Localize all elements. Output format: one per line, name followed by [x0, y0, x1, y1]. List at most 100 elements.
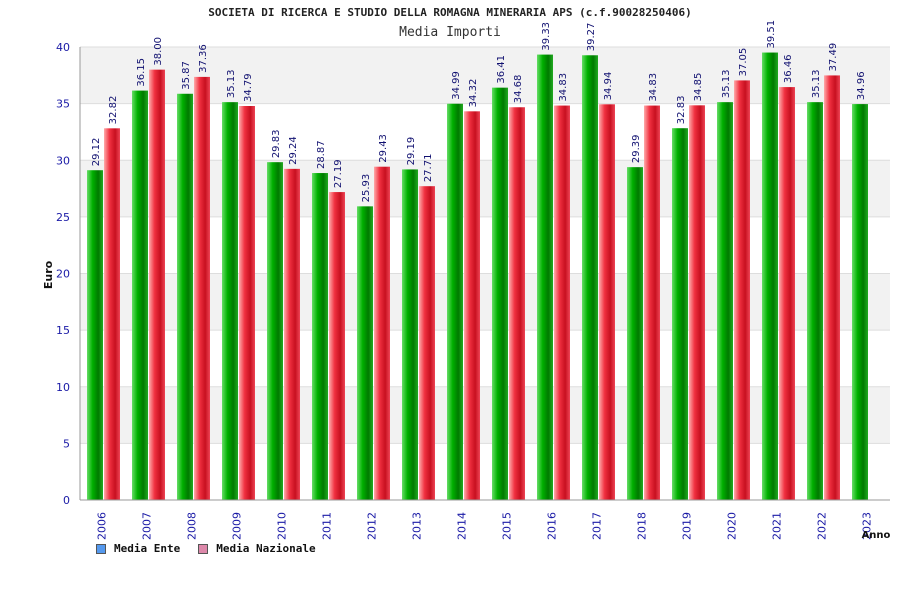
data-label: 29.39	[631, 135, 642, 164]
bar-media-nazionale	[779, 87, 795, 500]
x-tick-label: 2018	[636, 512, 649, 540]
y-tick-label: 20	[56, 268, 70, 281]
x-tick-label: 2019	[681, 512, 694, 540]
data-label: 34.68	[513, 75, 524, 104]
data-label: 29.83	[271, 130, 282, 159]
bar-media-nazionale	[239, 106, 255, 501]
x-tick-label: 2016	[546, 512, 559, 540]
data-label: 34.99	[451, 71, 462, 100]
bar-media-nazionale	[554, 105, 570, 501]
bar-media-ente	[222, 102, 238, 501]
bar-media-nazionale	[644, 105, 660, 501]
bar-media-nazionale	[734, 80, 750, 500]
x-tick-label: 2013	[411, 512, 424, 540]
legend-swatch-media-nazionale	[198, 543, 209, 554]
legend-swatch-media-ente	[96, 543, 106, 554]
data-label: 35.13	[721, 70, 732, 99]
data-label: 29.43	[378, 134, 389, 163]
data-label: 32.83	[676, 96, 687, 125]
bar-media-ente	[537, 54, 553, 501]
x-tick-label: 2015	[501, 512, 514, 540]
bar-media-ente	[492, 87, 508, 501]
bar-media-nazionale	[464, 111, 480, 501]
data-label: 39.51	[766, 20, 777, 49]
data-label: 34.79	[243, 73, 254, 102]
x-tick-label: 2011	[321, 512, 334, 540]
bar-media-nazionale	[284, 168, 300, 500]
data-label: 35.13	[226, 70, 237, 99]
grid-band	[80, 160, 890, 217]
legend-label-media-ente: Media Ente	[114, 542, 181, 555]
bar-media-ente	[717, 102, 733, 501]
x-tick-label: 2023	[861, 512, 874, 540]
data-label: 35.87	[181, 61, 192, 90]
bar-media-ente	[762, 52, 778, 500]
y-tick-label: 10	[56, 381, 70, 394]
x-tick-label: 2014	[456, 512, 469, 540]
x-tick-label: 2009	[231, 512, 244, 540]
data-label: 27.71	[423, 154, 434, 183]
x-tick-label: 2006	[96, 512, 109, 540]
data-label: 29.24	[288, 136, 299, 165]
data-label: 37.05	[738, 48, 749, 77]
data-label: 37.36	[198, 44, 209, 73]
y-tick-label: 5	[63, 437, 70, 450]
data-label: 37.49	[828, 43, 839, 72]
bar-media-nazionale	[104, 128, 120, 500]
legend-item-media-ente: Media Ente	[96, 542, 180, 555]
data-label: 38.00	[153, 37, 164, 66]
bar-media-nazionale	[149, 69, 165, 501]
bar-media-nazionale	[689, 105, 705, 500]
bar-media-ente	[402, 169, 418, 500]
bar-media-nazionale	[509, 107, 525, 501]
bar-media-ente	[627, 167, 643, 500]
data-label: 34.94	[603, 72, 614, 101]
bar-media-ente	[582, 55, 598, 501]
chart-subtitle: Media Importi	[399, 25, 501, 40]
grid-band	[80, 386, 890, 444]
data-label: 34.32	[468, 79, 479, 108]
data-label: 34.83	[648, 73, 659, 102]
data-label: 29.12	[91, 138, 102, 167]
legend-label-media-nazionale: Media Nazionale	[216, 542, 316, 555]
data-label: 28.87	[316, 140, 327, 169]
x-tick-label: 2022	[816, 512, 829, 540]
legend: Media Ente Media Nazionale	[96, 542, 316, 555]
x-tick-label: 2020	[726, 512, 739, 540]
x-tick-label: 2017	[591, 512, 604, 540]
bar-media-nazionale	[194, 76, 210, 500]
data-label: 36.15	[136, 58, 147, 87]
bar-media-ente	[672, 128, 688, 500]
data-label: 34.96	[856, 71, 867, 100]
data-label: 27.19	[333, 159, 344, 188]
y-axis-label: Euro	[42, 260, 55, 289]
y-tick-label: 35	[56, 98, 70, 111]
data-label: 36.41	[496, 55, 507, 84]
data-label: 36.46	[783, 54, 794, 83]
x-axis-label: Anno	[862, 530, 891, 541]
x-tick-label: 2010	[276, 512, 289, 540]
bar-media-ente	[177, 93, 193, 500]
x-tick-label: 2012	[366, 512, 379, 540]
y-tick-label: 0	[63, 494, 70, 507]
bar-media-ente	[852, 104, 868, 500]
bar-media-ente	[132, 90, 148, 500]
bar-media-ente	[267, 162, 283, 501]
data-label: 29.19	[406, 137, 417, 166]
bar-media-nazionale	[419, 186, 435, 500]
data-label: 34.85	[693, 73, 704, 102]
data-label: 25.93	[361, 174, 372, 203]
grid-band	[80, 273, 890, 331]
data-label: 39.27	[586, 23, 597, 52]
data-label: 35.13	[811, 70, 822, 99]
y-tick-label: 15	[56, 324, 70, 337]
data-label: 34.83	[558, 73, 569, 102]
bar-media-ente	[312, 173, 328, 501]
bar-media-ente	[87, 170, 103, 500]
x-tick-label: 2008	[186, 512, 199, 540]
y-tick-label: 40	[56, 41, 70, 54]
bar-media-nazionale	[824, 75, 840, 500]
bar-media-ente	[807, 102, 823, 501]
